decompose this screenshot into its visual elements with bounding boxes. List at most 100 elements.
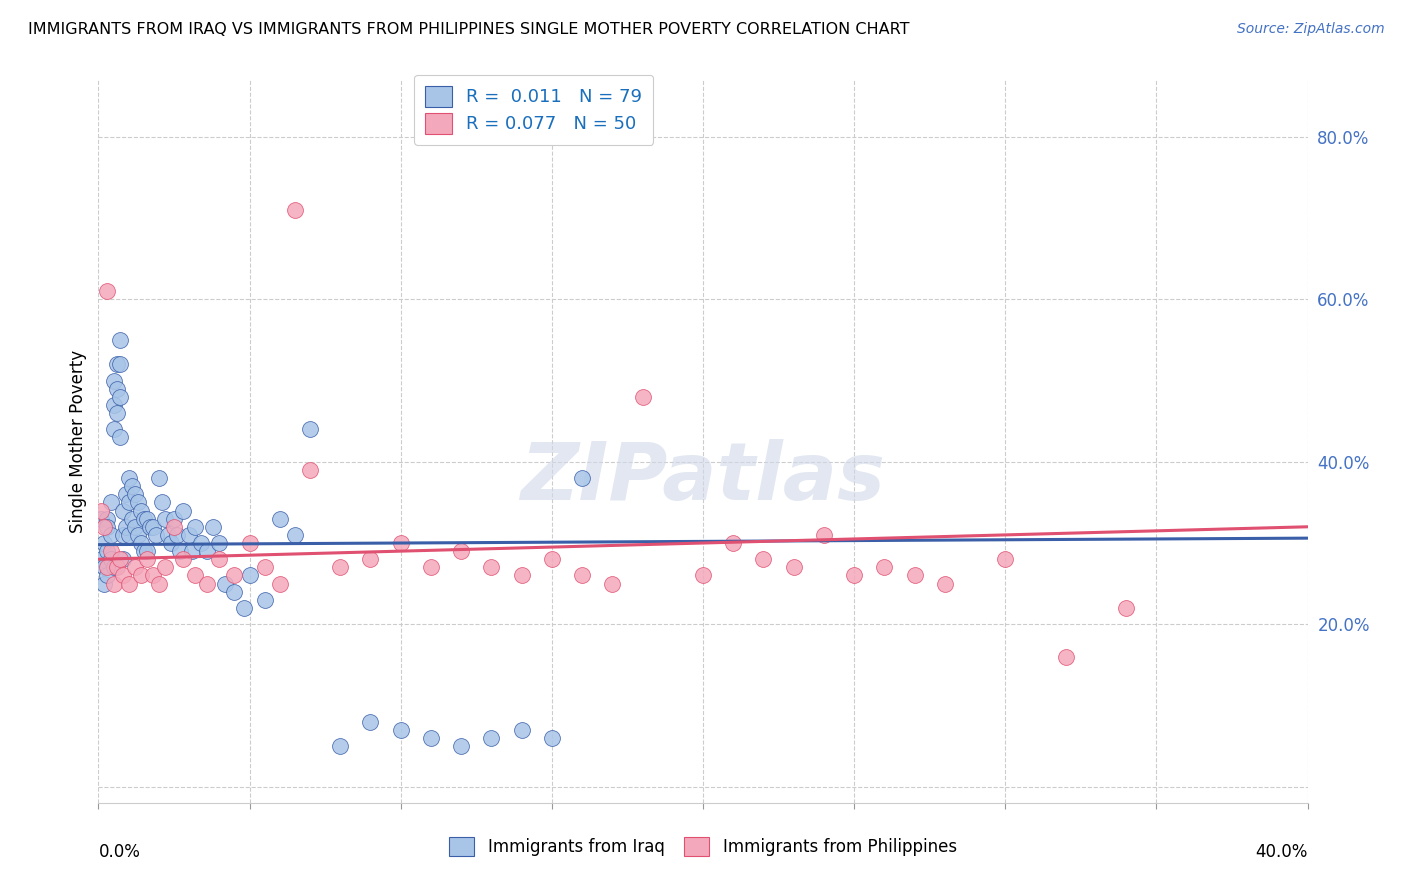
Point bbox=[202, 520, 225, 534]
Point bbox=[124, 520, 146, 534]
Point bbox=[253, 560, 276, 574]
Point bbox=[389, 723, 412, 737]
Point bbox=[127, 528, 149, 542]
Point bbox=[571, 568, 593, 582]
Y-axis label: Single Mother Poverty: Single Mother Poverty bbox=[69, 350, 87, 533]
Point bbox=[111, 503, 134, 517]
Point bbox=[100, 552, 122, 566]
Legend: Immigrants from Iraq, Immigrants from Philippines: Immigrants from Iraq, Immigrants from Ph… bbox=[443, 830, 963, 863]
Point bbox=[145, 528, 167, 542]
Point bbox=[142, 568, 165, 582]
Point bbox=[184, 568, 207, 582]
Point bbox=[118, 576, 141, 591]
Text: Source: ZipAtlas.com: Source: ZipAtlas.com bbox=[1237, 22, 1385, 37]
Point bbox=[142, 520, 165, 534]
Point bbox=[540, 552, 562, 566]
Point bbox=[156, 528, 179, 542]
Point bbox=[118, 495, 141, 509]
Point bbox=[481, 731, 503, 745]
Point bbox=[179, 528, 201, 542]
Point bbox=[844, 568, 866, 582]
Point bbox=[329, 560, 352, 574]
Point bbox=[105, 560, 128, 574]
Point bbox=[118, 471, 141, 485]
Point bbox=[692, 568, 714, 582]
Point bbox=[631, 390, 654, 404]
Point bbox=[169, 544, 191, 558]
Point bbox=[103, 422, 125, 436]
Point bbox=[90, 552, 112, 566]
Point bbox=[360, 714, 382, 729]
Point bbox=[129, 536, 152, 550]
Point bbox=[510, 568, 533, 582]
Point bbox=[111, 528, 134, 542]
Point bbox=[108, 552, 131, 566]
Point bbox=[96, 568, 118, 582]
Point bbox=[904, 568, 927, 582]
Point bbox=[873, 560, 896, 574]
Point bbox=[602, 576, 624, 591]
Point bbox=[139, 520, 162, 534]
Point bbox=[172, 552, 194, 566]
Point bbox=[148, 576, 170, 591]
Point bbox=[284, 528, 307, 542]
Point bbox=[1054, 649, 1077, 664]
Point bbox=[299, 463, 322, 477]
Point bbox=[752, 552, 775, 566]
Point bbox=[124, 560, 146, 574]
Point bbox=[129, 568, 152, 582]
Point bbox=[100, 544, 122, 558]
Point bbox=[190, 536, 212, 550]
Point bbox=[994, 552, 1017, 566]
Point bbox=[269, 511, 291, 525]
Point bbox=[360, 552, 382, 566]
Point bbox=[166, 528, 188, 542]
Point bbox=[105, 406, 128, 420]
Point bbox=[253, 592, 276, 607]
Point bbox=[450, 544, 472, 558]
Point bbox=[172, 503, 194, 517]
Point bbox=[100, 528, 122, 542]
Point bbox=[103, 374, 125, 388]
Point bbox=[195, 576, 218, 591]
Text: IMMIGRANTS FROM IRAQ VS IMMIGRANTS FROM PHILIPPINES SINGLE MOTHER POVERTY CORREL: IMMIGRANTS FROM IRAQ VS IMMIGRANTS FROM … bbox=[28, 22, 910, 37]
Point bbox=[118, 528, 141, 542]
Point bbox=[420, 560, 443, 574]
Text: 0.0%: 0.0% bbox=[98, 843, 141, 861]
Point bbox=[150, 495, 173, 509]
Point bbox=[813, 528, 835, 542]
Point bbox=[135, 544, 157, 558]
Point bbox=[90, 503, 112, 517]
Point bbox=[96, 560, 118, 574]
Point bbox=[114, 520, 136, 534]
Point bbox=[284, 203, 307, 218]
Point bbox=[111, 568, 134, 582]
Point bbox=[108, 430, 131, 444]
Point bbox=[329, 739, 352, 753]
Point bbox=[232, 601, 254, 615]
Text: 40.0%: 40.0% bbox=[1256, 843, 1308, 861]
Point bbox=[103, 560, 125, 574]
Point bbox=[1115, 601, 1137, 615]
Point bbox=[111, 552, 134, 566]
Point bbox=[93, 536, 115, 550]
Point bbox=[163, 511, 186, 525]
Point bbox=[103, 576, 125, 591]
Point bbox=[108, 358, 131, 372]
Point bbox=[571, 471, 593, 485]
Point bbox=[132, 511, 155, 525]
Point bbox=[195, 544, 218, 558]
Point bbox=[108, 333, 131, 347]
Point bbox=[269, 576, 291, 591]
Point bbox=[96, 520, 118, 534]
Point bbox=[132, 544, 155, 558]
Point bbox=[121, 511, 143, 525]
Point bbox=[96, 511, 118, 525]
Point bbox=[96, 285, 118, 299]
Point bbox=[224, 584, 246, 599]
Point bbox=[723, 536, 745, 550]
Point bbox=[540, 731, 562, 745]
Point bbox=[208, 552, 231, 566]
Point bbox=[163, 520, 186, 534]
Point bbox=[153, 560, 176, 574]
